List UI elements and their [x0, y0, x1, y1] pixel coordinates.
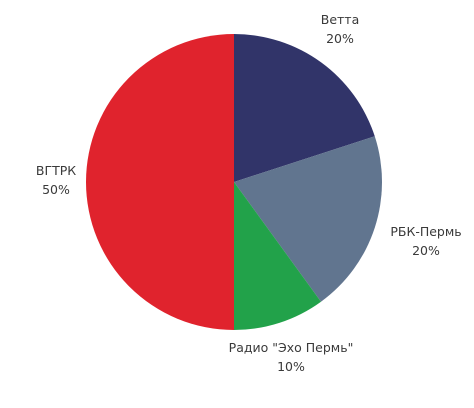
slice-value: 20% — [412, 243, 440, 258]
slice-name: Радио "Эхо Пермь" — [229, 340, 354, 355]
slice-label-3: Радио "Эхо Пермь" 10% — [229, 340, 354, 374]
pie-slice-2 — [234, 136, 383, 302]
slice-name: ВГТРК — [36, 163, 76, 178]
pie-slices — [86, 34, 383, 330]
slice-label-4: ВГТРК 50% — [36, 163, 76, 197]
pie-slice-4 — [86, 34, 234, 330]
pie-slice-3 — [234, 182, 321, 330]
slice-value: 10% — [277, 359, 305, 374]
slice-value: 50% — [42, 182, 70, 197]
slice-name: Ветта — [321, 12, 360, 27]
pie-slice-1 — [234, 34, 375, 182]
pie-labels: Ветта 20% РБК-Пермь 20% Радио "Эхо Пермь" 10%… — [36, 12, 462, 374]
slice-label-1: Ветта 20% — [321, 12, 360, 46]
slice-value: 20% — [326, 31, 354, 46]
slice-label-2: РБК-Пермь 20% — [390, 224, 461, 258]
slice-name: РБК-Пермь — [390, 224, 461, 239]
